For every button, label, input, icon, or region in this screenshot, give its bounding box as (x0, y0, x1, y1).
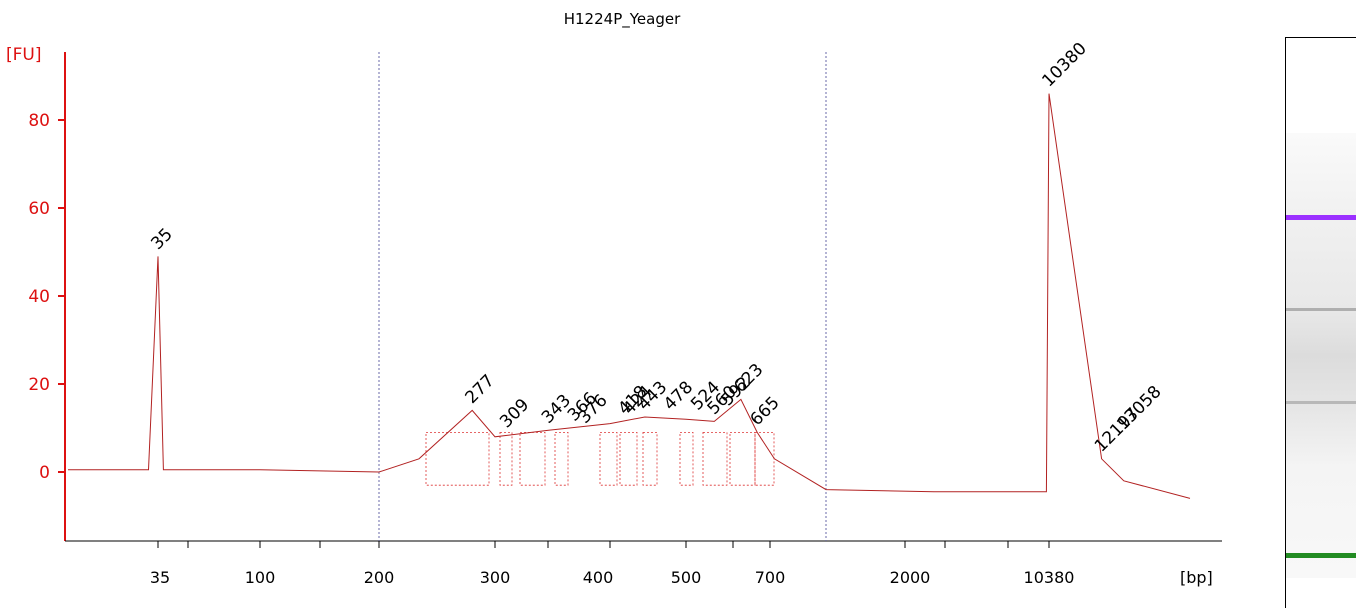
peak-integration-box (679, 431, 694, 486)
x-axis-unit: [bp] (1180, 568, 1213, 587)
x-tick-label: 2000 (890, 568, 931, 587)
x-tick-label: 200 (364, 568, 395, 587)
peak-integration-box (702, 431, 728, 486)
gel-band (1286, 214, 1356, 220)
peak-label: 13058 (1113, 382, 1165, 434)
peak-integration-box (425, 431, 490, 486)
x-tick-label: 100 (245, 568, 276, 587)
peak-label: 10380 (1038, 39, 1090, 91)
x-tick-label: 10380 (1024, 568, 1075, 587)
x-tick-label: 700 (755, 568, 786, 587)
peak-label: 665 (747, 393, 784, 430)
peak-label: 309 (496, 395, 533, 432)
x-tick-label: 500 (671, 568, 702, 587)
x-tick-label: 35 (150, 568, 170, 587)
y-tick-label: 60 (28, 199, 50, 219)
y-tick-label: 40 (28, 287, 50, 307)
peak-label: 35 (147, 224, 176, 253)
peak-integration-box (619, 431, 638, 486)
electropherogram-chart: H1224P_Yeager [FU] [bp] 0 20 40 60 80 35 100 2… (6, 10, 1222, 587)
peak-integration-box (554, 431, 569, 486)
peak-integration-box (642, 431, 658, 486)
x-tick-label: 300 (480, 568, 511, 587)
gel-band (1286, 552, 1356, 558)
peak-label: 277 (462, 371, 499, 408)
chart-title: H1224P_Yeager (564, 10, 681, 29)
peak-integration-box (499, 431, 513, 486)
y-tick-label: 20 (28, 375, 50, 395)
peak-integration-box (729, 431, 756, 486)
gel-band (1286, 308, 1356, 311)
peak-integration-box (599, 431, 618, 486)
peak-integration-box (754, 431, 775, 486)
y-tick-label: 0 (39, 463, 50, 483)
gel-band (1286, 401, 1356, 405)
y-axis-unit: [FU] (6, 45, 42, 65)
peak-integration-box (519, 431, 546, 486)
x-tick-label: 400 (583, 568, 614, 587)
gel-image (1285, 37, 1356, 608)
signal-trace (68, 93, 1191, 499)
y-tick-label: 80 (28, 111, 50, 131)
gel-lane (1286, 133, 1356, 578)
